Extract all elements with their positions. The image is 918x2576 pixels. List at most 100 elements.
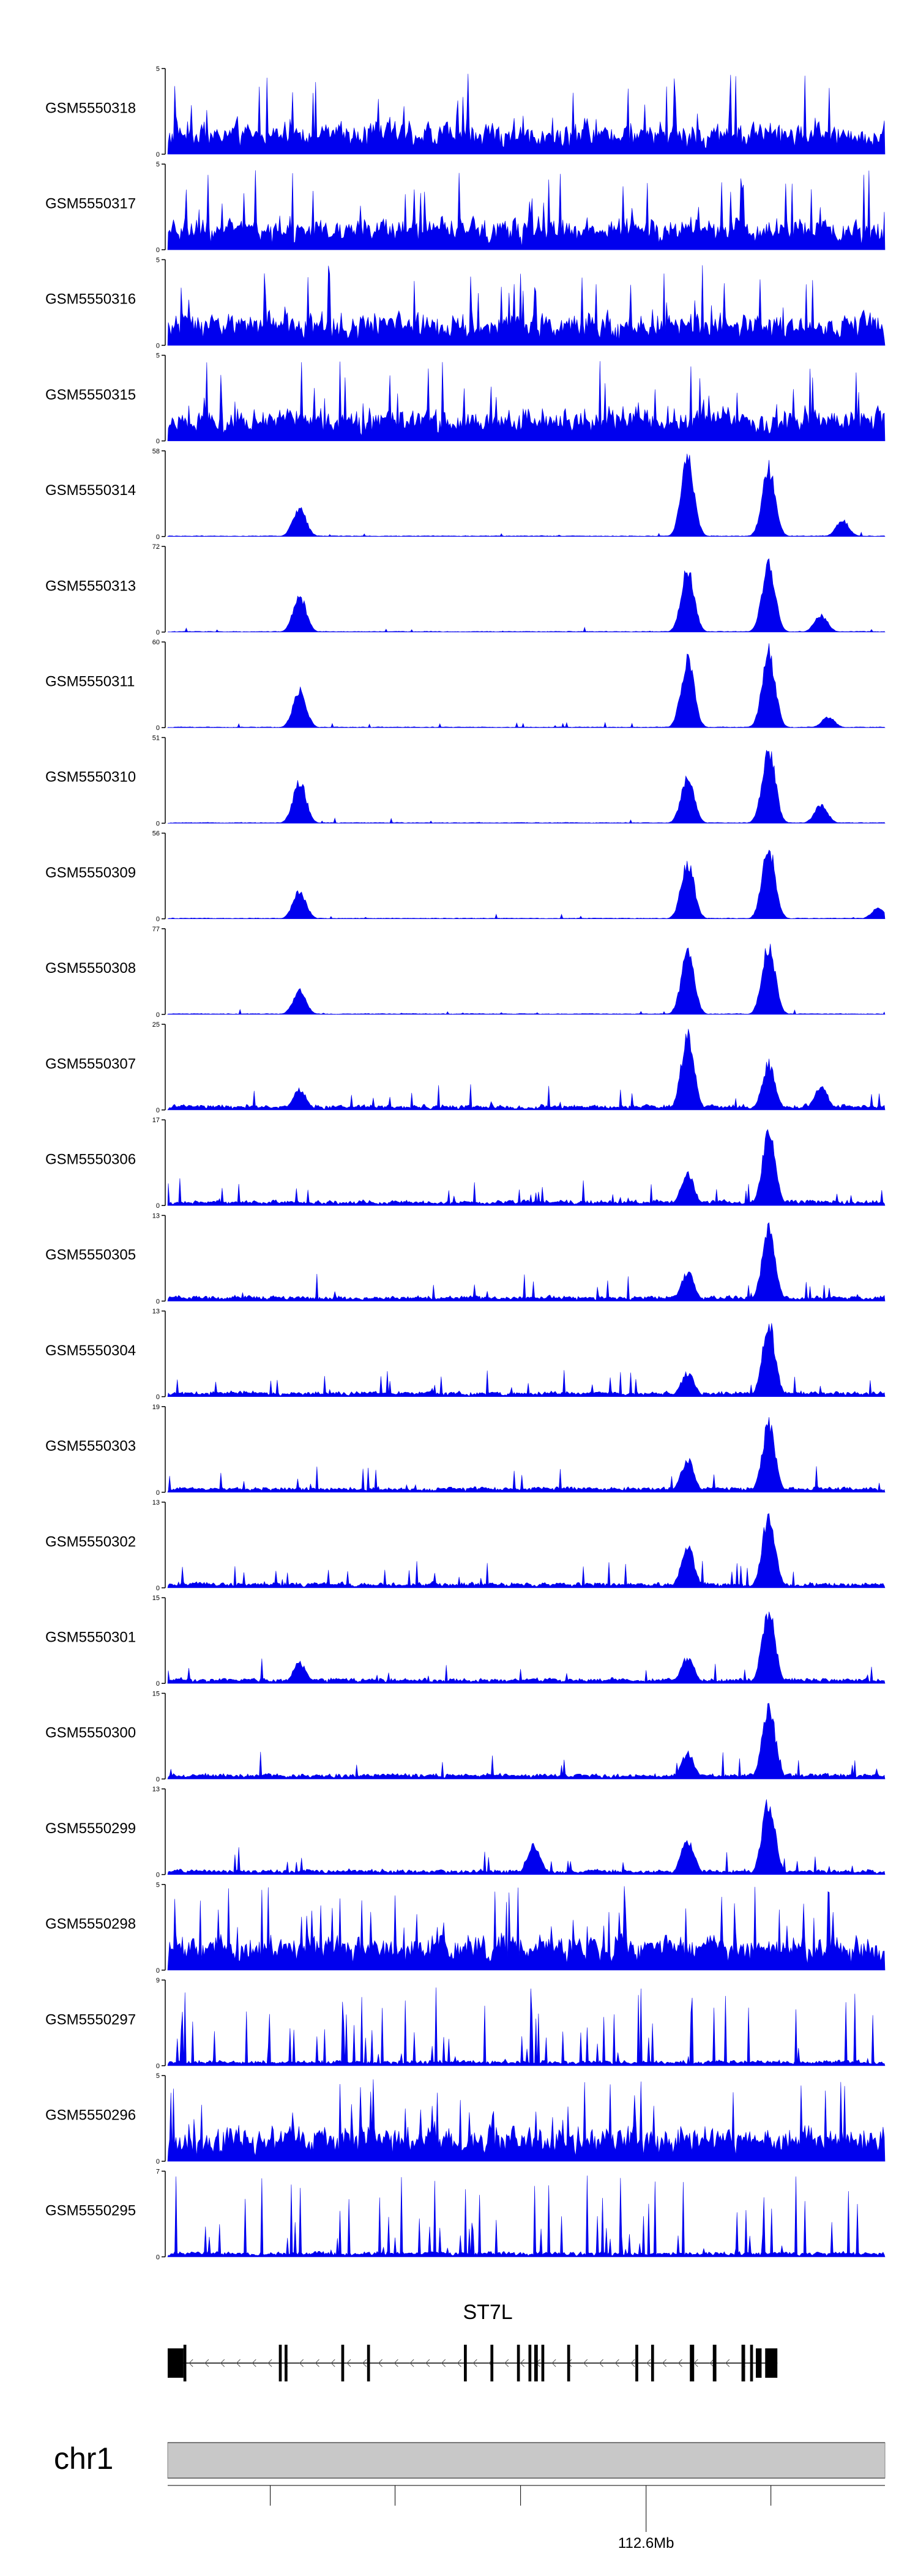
coverage-track: GSM5550307 25 0 [45, 1021, 886, 1114]
gene-exon [285, 2345, 288, 2381]
track-label: GSM5550311 [45, 674, 135, 690]
strand-arrow-icon [520, 2359, 524, 2367]
y-min-label: 0 [156, 1394, 160, 1401]
y-max-label: 56 [152, 830, 160, 838]
track-label: GSM5550304 [45, 1342, 136, 1359]
gene-exon [168, 2348, 184, 2378]
strand-arrow-icon [441, 2359, 446, 2367]
y-min-label: 0 [156, 1202, 160, 1210]
gene-track: ST7L [168, 2301, 778, 2381]
y-min-label: 0 [156, 1298, 160, 1305]
coverage-track: GSM5550299 13 0 [45, 1786, 886, 1879]
strand-arrow-icon [425, 2359, 430, 2367]
coverage-track: GSM5550315 5 0 [45, 352, 886, 445]
y-min-label: 0 [156, 1489, 160, 1497]
y-min-label: 0 [156, 1011, 160, 1019]
chromosome-track: chr1 112.6Mb [54, 2441, 886, 2552]
track-label: GSM5550307 [45, 1055, 136, 1072]
coverage-area [167, 265, 886, 346]
track-label: GSM5550316 [45, 291, 136, 308]
y-max-label: 13 [152, 1308, 160, 1316]
coverage-track: GSM5550314 58 0 [45, 448, 886, 541]
y-min-label: 0 [156, 916, 160, 923]
chromosome-name: chr1 [54, 2441, 113, 2476]
y-max-label: 25 [152, 1021, 160, 1029]
y-max-label: 5 [156, 161, 160, 168]
coverage-track: GSM5550313 72 0 [45, 543, 886, 636]
gene-exon [690, 2345, 695, 2381]
y-max-label: 5 [156, 256, 160, 264]
y-max-label: 51 [152, 734, 160, 742]
y-min-label: 0 [156, 629, 160, 636]
coverage-track: GSM5550303 19 0 [45, 1404, 886, 1497]
coverage-area [167, 558, 886, 633]
strand-arrow-icon [725, 2359, 730, 2367]
strand-arrow-icon [614, 2359, 619, 2367]
y-min-label: 0 [156, 2063, 160, 2070]
gene-name: ST7L [463, 2301, 512, 2324]
y-min-label: 0 [156, 1107, 160, 1114]
gene-exon [750, 2345, 753, 2381]
gene-exon [756, 2348, 762, 2378]
coverage-area [167, 1029, 886, 1111]
coverage-area [167, 1886, 886, 1971]
strand-arrow-icon [188, 2359, 193, 2367]
strand-arrow-icon [693, 2359, 698, 2367]
coverage-area [167, 944, 886, 1015]
track-label: GSM5550301 [45, 1629, 136, 1646]
track-label: GSM5550306 [45, 1152, 136, 1168]
track-label: GSM5550318 [45, 100, 136, 116]
coordinate-tick-label: 112.6Mb [618, 2535, 674, 2552]
strand-arrow-icon [315, 2359, 319, 2367]
track-label: GSM5550302 [45, 1533, 136, 1550]
strand-arrow-icon [330, 2359, 335, 2367]
coverage-track: GSM5550300 15 0 [45, 1690, 886, 1783]
gene-exon [517, 2345, 520, 2381]
y-max-label: 17 [152, 1117, 160, 1124]
y-max-label: 77 [152, 926, 160, 933]
strand-arrow-icon [599, 2359, 603, 2367]
coverage-track: GSM5550317 5 0 [45, 161, 886, 254]
track-label: GSM5550298 [45, 1916, 136, 1932]
coverage-area [167, 2175, 886, 2257]
strand-arrow-icon [662, 2359, 667, 2367]
y-max-label: 5 [156, 352, 160, 360]
y-max-label: 60 [152, 639, 160, 646]
y-min-label: 0 [156, 820, 160, 827]
track-label: GSM5550296 [45, 2107, 136, 2124]
strand-arrow-icon [709, 2359, 714, 2367]
y-max-label: 58 [152, 448, 160, 455]
gene-exon [765, 2348, 778, 2378]
strand-arrow-icon [677, 2359, 682, 2367]
coverage-track: GSM5550296 5 0 [45, 2072, 886, 2165]
track-label: GSM5550314 [45, 482, 136, 499]
y-max-label: 13 [152, 1786, 160, 1793]
gene-exon [567, 2345, 570, 2381]
gene-exon [741, 2345, 745, 2381]
track-label: GSM5550303 [45, 1438, 136, 1454]
strand-arrow-icon [378, 2359, 382, 2367]
coverage-area [166, 643, 886, 728]
gene-exon [651, 2345, 654, 2381]
gene-exon [528, 2345, 532, 2381]
strand-arrow-icon [409, 2359, 414, 2367]
track-label: GSM5550313 [45, 578, 136, 594]
y-min-label: 0 [156, 1967, 160, 1975]
strand-arrow-icon [583, 2359, 588, 2367]
coverage-area [167, 73, 886, 155]
coverage-area [167, 453, 886, 537]
y-max-label: 13 [152, 1212, 160, 1219]
gene-exon [183, 2345, 187, 2381]
track-label: GSM5550305 [45, 1247, 136, 1264]
coverage-track: GSM5550318 5 0 [45, 65, 886, 158]
coverage-area [167, 1416, 886, 1493]
y-min-label: 0 [156, 342, 160, 349]
coverage-track: GSM5550309 56 0 [45, 830, 886, 923]
coverage-area [167, 1323, 886, 1397]
y-min-label: 0 [156, 1585, 160, 1592]
strand-arrow-icon [236, 2359, 241, 2367]
coverage-track: GSM5550297 9 0 [45, 1977, 886, 2070]
track-label: GSM5550310 [45, 769, 136, 786]
coverage-track: GSM5550316 5 0 [45, 256, 886, 349]
